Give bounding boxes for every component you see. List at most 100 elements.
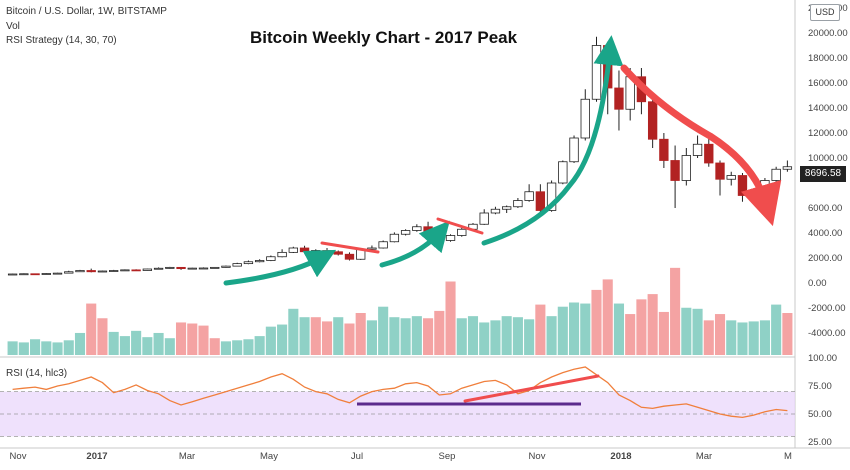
volume-bar [41,341,52,355]
candle-body [120,269,130,272]
volume-bar [411,316,422,355]
volume-bar [535,304,546,355]
volume-bar [108,331,119,355]
candle-body [502,206,512,210]
currency-button[interactable]: USD [810,4,840,21]
volume-bar [681,307,692,355]
price-candles [7,36,793,276]
candle-body [299,247,310,253]
price-tick-label: 6000.00 [808,203,842,214]
volume-bar [636,299,647,355]
volume-bar [602,279,613,355]
volume-bar [524,319,535,355]
volume-bar [400,318,411,355]
candle-body [221,265,231,268]
volume-bar [164,338,175,355]
rsi-tick-label: 50.00 [808,409,832,420]
candle-body [232,263,242,267]
rsi-line [12,366,788,419]
price-tick-label: 14000.00 [808,103,848,114]
volume-bar [366,320,377,355]
volume-bar [434,310,445,355]
candle-body [41,273,51,275]
candle-body [647,101,658,140]
volume-bar [333,317,344,355]
volume-bar [658,311,669,355]
rsi-tick-label: 100.00 [808,353,837,364]
rsi-line-group [12,366,788,419]
volume-bar [568,302,580,355]
candle-body [210,266,220,269]
time-tick-label: Mar [179,451,195,462]
candle-body [109,270,119,272]
rsi-label[interactable]: RSI (14, hlc3) [6,368,68,379]
volume-bar [703,320,714,355]
volume-bar [423,318,434,355]
volume-bar [490,320,501,355]
candle-body [198,267,209,270]
symbol-line[interactable]: Bitcoin / U.S. Dollar, 1W, BITSTAMP [6,6,167,17]
candle-body [569,137,579,163]
candle-body [535,191,546,211]
price-tick-label: 16000.00 [808,78,848,89]
candle-body [558,161,568,184]
price-tick-label: -4000.00 [808,328,846,339]
candle-body [479,212,489,225]
volume-bar [591,289,602,355]
time-tick-label: Sep [439,451,456,462]
volume-bar [479,322,490,355]
volume-bar [692,308,703,355]
volume-bar [97,318,108,355]
candle-body [266,256,276,261]
candle-body [243,261,254,265]
volume-bar [355,313,366,355]
candle-body [457,228,467,236]
candle-body [670,160,680,181]
candle-body [97,270,108,273]
candle-body [19,273,29,276]
candle-body [737,175,748,196]
candle-body [659,138,669,161]
volume-bar [198,325,209,355]
time-tick-label: 2018 [610,451,631,462]
time-tick-label: May [260,451,278,462]
volume-bar [243,339,254,355]
volume-bars [7,267,793,355]
candle-body [524,191,534,201]
rsi-tick-label: 25.00 [808,437,832,448]
chart-title: Bitcoin Weekly Chart - 2017 Peak [250,28,518,47]
strategy-label[interactable]: RSI Strategy (14, 30, 70) [6,35,117,46]
candle-body [704,143,714,164]
candle-body [75,270,85,273]
volume-bar [310,317,321,355]
candle-body [614,87,624,110]
volume-bar [456,318,467,355]
candle-body [412,226,422,231]
volume-bar [546,316,557,355]
price-tick-label: 18000.00 [808,53,848,64]
candle-body [400,230,411,235]
candle-body [580,98,590,139]
candle-body [771,168,781,181]
volume-bar [209,338,220,355]
vol-label[interactable]: Vol [6,21,20,32]
time-tick-label: Nov [10,451,27,462]
trend-arrow-up-1 [223,249,337,286]
trend-arrow-up-3 [481,35,624,246]
candle-body [513,200,523,208]
last-price-label: 8696.58 [800,166,846,182]
candle-body [692,143,703,156]
volume-bar [30,339,41,355]
volume-bar [557,306,568,355]
price-tick-label: -2000.00 [808,303,846,314]
volume-bar [187,323,198,355]
candle-body [311,250,321,253]
volume-bar [74,332,86,355]
volume-bar [52,342,63,355]
candle-body [142,268,153,271]
candle-body [546,182,557,211]
volume-bar [613,303,625,355]
volume-bar [153,332,164,355]
volume-bar [142,337,153,355]
candle-body [131,269,141,272]
